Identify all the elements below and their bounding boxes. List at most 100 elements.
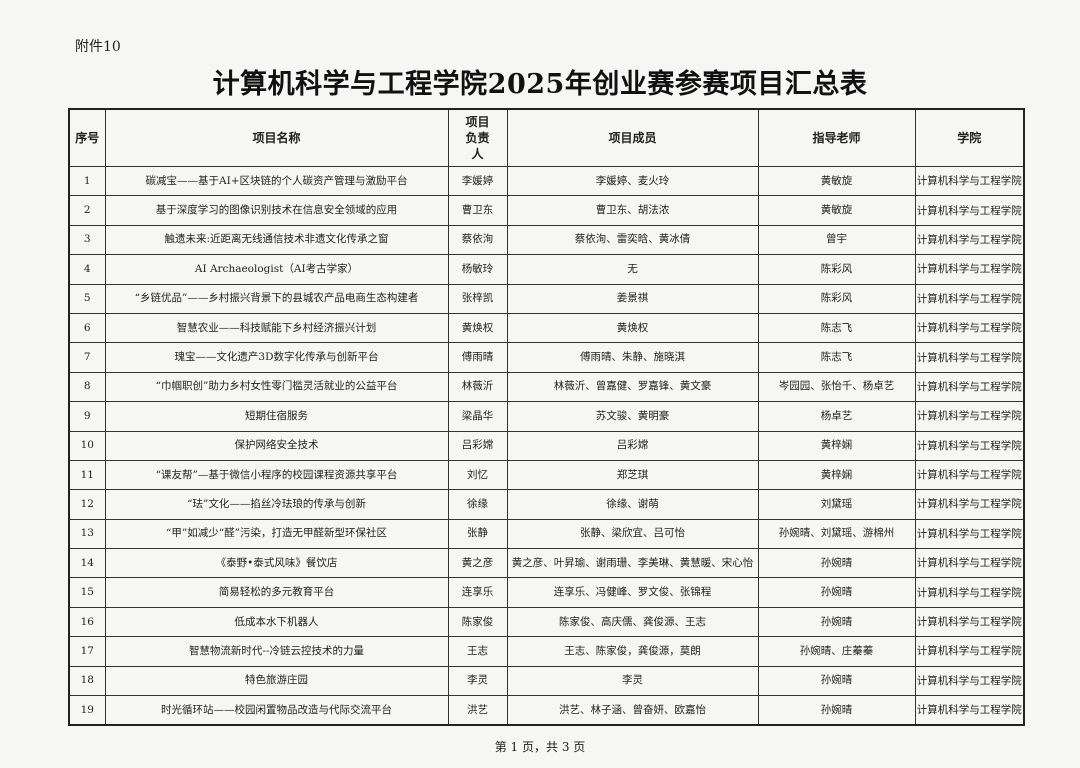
cell-members: 林薇沂、曾嘉健、罗嘉锋、黄文豪	[506, 371, 759, 403]
cell-college: 计算机科学与工程学院	[914, 577, 1025, 608]
cell-members: 张静、梁欣宜、吕可怡	[506, 518, 759, 550]
cell-members: 姜景祺	[506, 283, 759, 314]
cell-advisor: 孙婉晴、庄蓁蓁	[757, 636, 916, 667]
cell-leader: 连享乐	[447, 577, 508, 608]
cell-leader: 梁晶华	[447, 401, 508, 432]
cell-index: 1	[68, 165, 106, 197]
cell-leader: 李灵	[447, 665, 508, 697]
cell-college: 计算机科学与工程学院	[914, 224, 1025, 256]
cell-project-name: 低成本水下机器人	[104, 606, 449, 638]
table-row: 4 AI Archaeologist（AI考古学家） 杨敏玲无陈彩风 计算机科学与工程…	[68, 254, 1025, 285]
cell-advisor: 孙婉晴	[757, 548, 916, 579]
cell-project-name: AI Archaeologist（AI考古学家）	[104, 254, 449, 285]
cell-leader: 徐缘	[447, 489, 508, 520]
cell-leader: 王志	[447, 636, 508, 667]
header-members: 项目成员	[506, 108, 759, 167]
table-row: 18 特色旅游庄园 李灵 李灵 孙婉晴 计算机科学与工程学院	[68, 665, 1025, 697]
cell-members: 李灵	[506, 665, 759, 697]
table-row: 10 保护网络安全技术 吕彩嫦 吕彩嫦 黄梓娴 计算机科学与工程学院	[68, 430, 1025, 461]
header-project-name: 项目名称	[104, 108, 449, 167]
cell-leader: 张梓凯	[447, 283, 508, 314]
cell-leader: 张静	[447, 518, 508, 550]
table-row: 9 短期住宿服务 梁晶华 苏文骏、黄明豪 杨卓艺 计算机科学与工程学院	[68, 401, 1025, 432]
header-college: 学院	[914, 108, 1025, 167]
cell-college: 计算机科学与工程学院	[914, 401, 1025, 432]
cell-leader: 曹卫东	[447, 195, 508, 226]
cell-index: 15	[68, 577, 106, 608]
cell-index: 10	[68, 430, 106, 461]
table-row: 19 时光循环站——校园闲置物品改造与代际交流平台 洪艺 洪艺、林子涵、曾奋妍、欧嘉怡…	[68, 695, 1025, 726]
cell-index: 12	[68, 489, 106, 520]
cell-leader: 黄焕权	[447, 312, 508, 344]
cell-index: 9	[68, 401, 106, 432]
cell-leader: 黄之彦	[447, 548, 508, 579]
cell-members: 徐缘、谢萌	[506, 489, 759, 520]
cell-members: 洪艺、林子涵、曾奋妍、欧嘉怡	[506, 695, 759, 726]
table-row: 14 《泰野•泰式风味》餐饮店 黄之彦 黄之彦、叶昇瑜、谢雨珊、李美琳、黄慧暖、宋心怡…	[68, 548, 1025, 579]
cell-college: 计算机科学与工程学院	[914, 254, 1025, 285]
cell-members: 傅雨晴、朱静、施晓淇	[506, 342, 759, 373]
cell-advisor: 陈彩风	[757, 254, 916, 285]
attachment-label: 附件10	[75, 39, 121, 55]
cell-index: 14	[68, 548, 106, 579]
cell-leader: 吕彩嫦	[447, 430, 508, 461]
table-row: 1 碳减宝——基于AI+区块链的个人碳资产管理与激励平台 李媛婷 李媛婷、麦火玲 黄敏旋…	[68, 165, 1025, 197]
table-header-row: 序号 项目名称 项目负责人 项目成员 指导老师 学院	[68, 108, 1025, 167]
cell-advisor: 陈彩风	[757, 283, 916, 314]
cell-project-name: 保护网络安全技术	[104, 430, 449, 461]
cell-advisor: 刘黛瑶	[757, 489, 916, 520]
table-row: 17 智慧物流新时代--冷链云控技术的力量 王志 王志、陈家俊，龚俊源，莫朗 孙婉晴、庄…	[68, 636, 1025, 667]
cell-index: 18	[68, 665, 106, 697]
cell-project-name: “巾帼职创”助力乡村女性零门槛灵活就业的公益平台	[104, 371, 449, 403]
cell-advisor: 孙婉晴	[757, 577, 916, 608]
header-index: 序号	[68, 108, 106, 167]
header-leader-text: 项目负责人	[465, 115, 490, 161]
cell-index: 7	[68, 342, 106, 373]
cell-members: 蔡依洵、雷奕晗、黄冰倩	[506, 224, 759, 256]
page-footer: 第 1 页，共 3 页	[494, 740, 586, 754]
table-row: 11 “课友帮”—基于微信小程序的校园课程资源共享平台 刘忆 郑芝琪 黄梓娴 计算机科学与…	[68, 459, 1025, 491]
cell-advisor: 孙婉晴	[757, 665, 916, 697]
cell-project-name: “珐”文化——掐丝冷珐琅的传承与创新	[104, 489, 449, 520]
cell-index: 5	[68, 283, 106, 314]
table-row: 7 瑰宝——文化遗产3D数字化传承与创新平台 傅雨晴 傅雨晴、朱静、施晓淇 陈志飞 计算机…	[68, 342, 1025, 373]
cell-college: 计算机科学与工程学院	[914, 195, 1025, 226]
cell-college: 计算机科学与工程学院	[914, 342, 1025, 373]
cell-project-name: “甲”如减少“醛”污染，打造无甲醛新型环保社区	[104, 518, 449, 550]
cell-members: 黄之彦、叶昇瑜、谢雨珊、李美琳、黄慧暖、宋心怡	[506, 548, 759, 579]
cell-college: 计算机科学与工程学院	[914, 665, 1025, 697]
cell-project-name: 瑰宝——文化遗产3D数字化传承与创新平台	[104, 342, 449, 373]
cell-index: 13	[68, 518, 106, 550]
cell-index: 16	[68, 606, 106, 638]
cell-college: 计算机科学与工程学院	[914, 548, 1025, 579]
cell-project-name: “课友帮”—基于微信小程序的校园课程资源共享平台	[104, 459, 449, 491]
cell-leader: 蔡依洵	[447, 224, 508, 256]
cell-college: 计算机科学与工程学院	[914, 459, 1025, 491]
table-row: 15 简易轻松的多元教育平台 连享乐 连享乐、冯健峰、罗文俊、张锦程 孙婉晴 计算机科学与…	[68, 577, 1025, 608]
cell-index: 11	[68, 459, 106, 491]
cell-advisor: 杨卓艺	[757, 401, 916, 432]
cell-project-name: 简易轻松的多元教育平台	[104, 577, 449, 608]
cell-project-name: 时光循环站——校园闲置物品改造与代际交流平台	[104, 695, 449, 726]
document-title: 计算机科学与工程学院2025年创业赛参赛项目汇总表	[212, 69, 868, 100]
cell-leader: 陈家俊	[447, 606, 508, 638]
header-leader: 项目负责人	[447, 108, 508, 167]
header-advisor: 指导老师	[757, 108, 916, 167]
cell-leader: 傅雨晴	[447, 342, 508, 373]
cell-project-name: 智慧物流新时代--冷链云控技术的力量	[104, 636, 449, 667]
cell-project-name: “乡链优品”——乡村振兴背景下的县城农产品电商生态构建者	[104, 283, 449, 314]
cell-project-name: 碳减宝——基于AI+区块链的个人碳资产管理与激励平台	[104, 165, 449, 197]
cell-advisor: 黄敏旋	[757, 195, 916, 226]
cell-index: 4	[68, 254, 106, 285]
cell-advisor: 陈志飞	[757, 342, 916, 373]
cell-project-name: 特色旅游庄园	[104, 665, 449, 697]
cell-index: 3	[68, 224, 106, 256]
cell-advisor: 孙婉晴	[757, 606, 916, 638]
cell-advisor: 孙婉晴、刘黛瑶、游棉州	[757, 518, 916, 550]
cell-college: 计算机科学与工程学院	[914, 606, 1025, 638]
cell-index: 8	[68, 371, 106, 403]
cell-members: 黄焕权	[506, 312, 759, 344]
cell-college: 计算机科学与工程学院	[914, 283, 1025, 314]
project-summary-table: 序号 项目名称 项目负责人 项目成员 指导老师 学院 1 碳减宝——基于AI+区块…	[68, 108, 1025, 727]
cell-leader: 刘忆	[447, 459, 508, 491]
